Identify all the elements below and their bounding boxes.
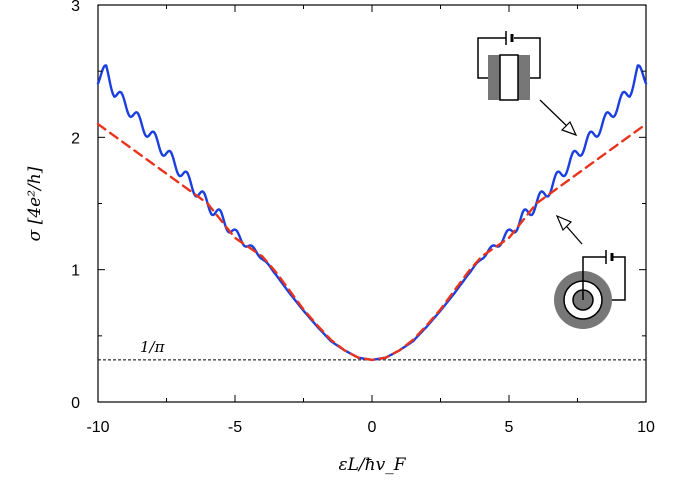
y-tick-label: 0: [71, 395, 80, 412]
y-tick-label: 3: [71, 0, 80, 15]
y-axis-label: σ [4e²/h]: [25, 166, 45, 241]
x-axis-label: εL/ħv_F: [339, 455, 407, 475]
y-tick-label: 1: [71, 263, 80, 280]
plot-frame: [97, 4, 647, 403]
inset-2-arrow: [555, 214, 583, 245]
x-tick-label: 5: [505, 419, 514, 436]
tick-group: -10 -5 0 5 10 0 1 2 3: [71, 0, 655, 436]
inset-circular-sample: [554, 250, 626, 329]
inset-1-arrow: [539, 99, 578, 137]
series-group: [96, 64, 648, 362]
x-tick-label: 0: [368, 419, 377, 436]
y-tick-label: 2: [71, 130, 80, 147]
x-tick-label: -10: [86, 419, 109, 436]
inset-rectangular-sample: [477, 31, 541, 101]
reference-line-label: 1/π: [140, 338, 166, 356]
x-tick-label: 10: [637, 419, 655, 436]
series-line-2: [96, 122, 648, 362]
x-tick-label: -5: [228, 419, 242, 436]
